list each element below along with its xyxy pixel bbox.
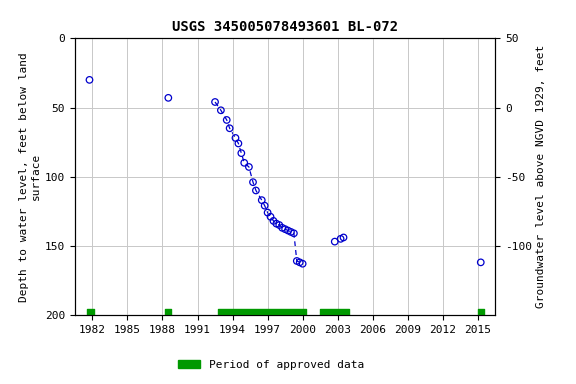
Point — [272, 220, 281, 227]
Point — [257, 197, 266, 203]
Point — [85, 77, 94, 83]
Legend: Period of approved data: Period of approved data — [173, 356, 368, 375]
Point — [286, 229, 295, 235]
Point — [330, 238, 339, 245]
Point — [339, 234, 348, 240]
Point — [248, 179, 257, 185]
Point — [289, 230, 298, 237]
Point — [476, 259, 486, 265]
Point — [336, 236, 345, 242]
Point — [278, 225, 287, 231]
Point — [269, 218, 278, 224]
Point — [240, 160, 249, 166]
Point — [260, 203, 270, 209]
Point — [275, 222, 284, 228]
Point — [225, 125, 234, 131]
Point — [164, 95, 173, 101]
Point — [216, 107, 225, 113]
Point — [292, 258, 301, 264]
Point — [210, 99, 219, 105]
Point — [237, 150, 246, 156]
Point — [222, 117, 232, 123]
Point — [244, 164, 253, 170]
Point — [266, 214, 275, 220]
Point — [231, 135, 240, 141]
Title: USGS 345005078493601 BL-072: USGS 345005078493601 BL-072 — [172, 20, 398, 35]
Point — [234, 141, 243, 147]
Point — [298, 261, 307, 267]
Point — [263, 210, 272, 216]
Point — [281, 226, 290, 232]
Point — [283, 227, 293, 233]
Y-axis label: Groundwater level above NGVD 1929, feet: Groundwater level above NGVD 1929, feet — [536, 45, 546, 308]
Point — [295, 259, 304, 265]
Y-axis label: Depth to water level, feet below land
surface: Depth to water level, feet below land su… — [19, 52, 41, 301]
Point — [251, 187, 260, 194]
